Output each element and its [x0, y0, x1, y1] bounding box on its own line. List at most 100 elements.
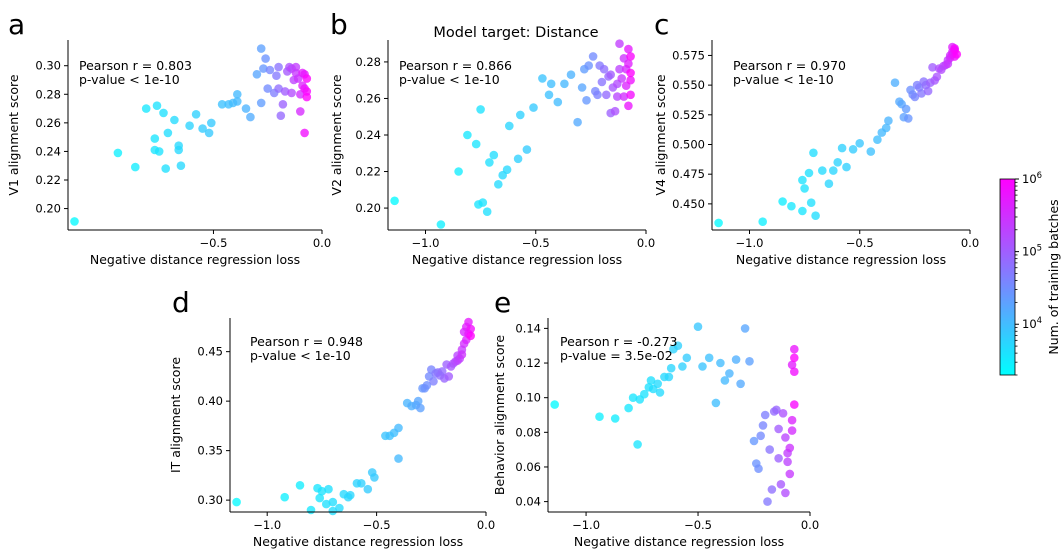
data-point — [265, 65, 275, 75]
data-point — [207, 118, 216, 128]
data-point — [522, 145, 532, 154]
data-point — [610, 106, 620, 116]
data-point — [357, 479, 366, 488]
panel-b: −1.0 −0.5 0.0 0.20 0.22 0.24 0.26 0.28 Negative … — [329, 39, 655, 267]
data-points — [70, 44, 312, 226]
data-point — [274, 62, 283, 72]
data-point — [758, 421, 768, 430]
data-point — [818, 166, 827, 175]
data-point — [785, 469, 795, 479]
data-point — [476, 105, 485, 114]
stats-annotation: p-value < 1e-10 — [733, 72, 834, 87]
data-point — [233, 97, 242, 106]
colorbar-tick-label: 104 — [1022, 316, 1042, 331]
scatter-panels: −0.5 0.0 0.20 0.22 0.24 0.26 0.28 0.30 Negative … — [6, 39, 979, 549]
stats-annotation: Pearson r = 0.866 — [399, 58, 512, 73]
data-point — [346, 490, 355, 500]
data-point — [482, 207, 492, 216]
data-point — [758, 217, 767, 226]
data-point — [233, 90, 242, 99]
data-point — [714, 218, 723, 228]
x-tick-label: 0.0 — [637, 236, 655, 250]
data-point — [855, 139, 864, 148]
data-point — [261, 54, 270, 63]
data-point — [217, 100, 227, 109]
y-tick-label: 0.35 — [197, 444, 223, 458]
y-tick-label: 0.500 — [672, 138, 705, 152]
data-point — [413, 396, 423, 406]
data-point — [544, 90, 554, 100]
data-point — [615, 39, 624, 48]
data-point — [529, 103, 538, 112]
data-point — [322, 499, 331, 509]
data-point — [624, 403, 633, 413]
stats-annotation: Pearson r = 0.948 — [250, 334, 363, 349]
data-point — [471, 139, 481, 149]
data-point — [241, 104, 251, 113]
data-point — [538, 74, 547, 83]
data-point — [901, 104, 911, 114]
data-point — [593, 90, 602, 100]
data-point — [673, 341, 683, 351]
data-point — [302, 74, 312, 83]
stats-annotation: p-value < 1e-10 — [399, 72, 500, 87]
data-point — [624, 44, 633, 54]
y-tick-label: 0.22 — [355, 165, 381, 179]
data-point — [932, 72, 942, 82]
y-tick-label: 0.575 — [672, 48, 705, 62]
colorbar-tick-exponent: 5 — [1037, 244, 1042, 254]
stats-annotation: p-value < 1e-10 — [79, 72, 180, 87]
y-tick-label: 0.30 — [35, 59, 61, 73]
data-points — [390, 39, 635, 229]
data-point — [787, 201, 796, 211]
data-point — [259, 64, 268, 73]
panel-letter-e: e — [494, 286, 511, 319]
data-point — [774, 454, 783, 463]
y-tick-label: 0.475 — [672, 167, 705, 181]
data-point — [317, 486, 327, 496]
data-point — [154, 147, 164, 156]
data-point — [595, 412, 604, 422]
data-point — [666, 363, 676, 373]
panel-letter-d: d — [172, 286, 190, 319]
data-point — [584, 61, 593, 70]
data-point — [928, 63, 937, 72]
data-point — [626, 75, 635, 85]
x-tick-label: −0.5 — [363, 518, 391, 532]
data-point — [152, 101, 162, 110]
data-points — [550, 322, 799, 506]
data-point — [295, 481, 305, 490]
data-point — [191, 110, 201, 119]
data-point — [159, 108, 168, 118]
data-point — [881, 123, 891, 133]
data-point — [232, 497, 241, 507]
data-point — [610, 414, 620, 423]
data-point — [626, 68, 635, 78]
y-tick-label: 0.12 — [515, 356, 541, 370]
data-point — [640, 389, 649, 399]
y-tick-label: 0.28 — [35, 87, 61, 101]
data-point — [577, 83, 587, 92]
data-point — [678, 362, 687, 371]
data-point — [790, 367, 799, 377]
x-axis-label: Negative distance regression loss — [574, 534, 784, 549]
y-tick-label: 0.450 — [672, 197, 705, 211]
data-point — [263, 84, 273, 93]
data-point — [466, 324, 476, 334]
data-point — [646, 376, 656, 385]
data-point — [624, 59, 633, 68]
stats-annotation: p-value < 1e-10 — [250, 348, 351, 363]
data-point — [437, 367, 447, 376]
data-point — [276, 111, 286, 120]
colorbar-tick-exponent: 6 — [1037, 171, 1042, 181]
data-point — [824, 179, 834, 188]
data-point — [553, 97, 563, 107]
data-point — [781, 433, 790, 442]
data-point — [790, 400, 799, 409]
colorbar-label: Num. of training batches — [1046, 199, 1061, 354]
data-point — [131, 162, 140, 172]
data-point — [833, 158, 842, 167]
data-point — [613, 92, 622, 101]
panel-e: −1.0 −0.5 0.0 0.04 0.06 0.08 0.10 0.12 0.14 Negat… — [492, 318, 819, 549]
data-point — [628, 393, 638, 403]
